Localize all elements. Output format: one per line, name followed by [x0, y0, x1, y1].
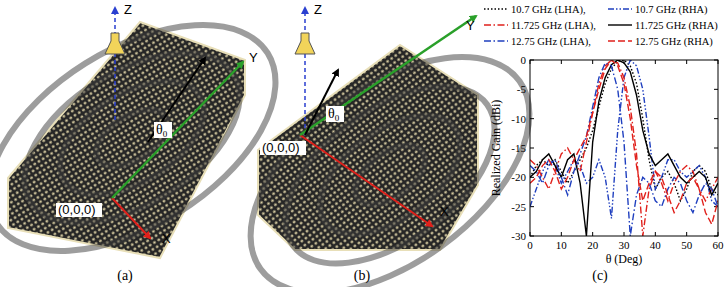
series-line: [530, 60, 718, 236]
phase-ring: [299, 92, 480, 257]
angle-label: θ0: [328, 106, 340, 123]
x-tick-top: [655, 60, 656, 64]
x-tick-label: 50: [681, 239, 693, 251]
x-tick-top: [686, 60, 687, 64]
panel-label: (c): [592, 268, 608, 284]
legend-swatch: [484, 8, 508, 9]
x-label: X: [440, 204, 449, 219]
legend-swatch: [608, 40, 632, 41]
x-tick-label: 20: [587, 239, 599, 251]
angle-label-bg: [154, 122, 172, 138]
x-tick-top: [592, 60, 593, 64]
legend-swatch: [608, 8, 632, 9]
series-line: [530, 63, 718, 236]
x-tick: [592, 232, 593, 236]
y-label: Y: [249, 50, 258, 65]
y-tick-label: -10: [511, 113, 526, 125]
z-axis: [304, 8, 306, 135]
series-line: [530, 60, 718, 224]
x-tick-label: 30: [619, 239, 631, 251]
series-line: [530, 60, 718, 236]
plot-frame: [530, 60, 718, 236]
phase-ring: [254, 51, 526, 287]
y-tick: [530, 118, 534, 119]
angle-label: θ0: [156, 122, 168, 139]
x-tick-label: 10: [556, 239, 568, 251]
origin-label-bg: [260, 141, 306, 155]
phase-ring: [0, 18, 269, 257]
x-label: X: [162, 231, 171, 246]
beam-direction: [148, 58, 205, 142]
x-tick-label: 40: [650, 239, 662, 251]
x-tick-label: 0: [527, 239, 533, 251]
legend-swatch: [484, 24, 508, 25]
y-axis: [112, 62, 243, 198]
y-tick-right: [714, 118, 718, 119]
legend-label: 12.75 GHz (RHA): [635, 36, 713, 48]
y-tick-label: -15: [511, 142, 526, 154]
feed-horn: [295, 33, 315, 54]
panel-label: (b): [354, 268, 371, 284]
reflectarray-diagram: X Y Z (0,0,0) θ0: [0, 0, 314, 287]
x-axis: [300, 135, 432, 226]
z-axis: [114, 8, 116, 120]
angle-label-bg: [326, 106, 344, 122]
legend-label: 10.7 GHz (RHA): [635, 4, 708, 16]
y-tick: [530, 89, 534, 90]
y-tick-right: [714, 148, 718, 149]
chart: 0 10 20 30 40 50 60 -30 -25 -20 -15 -10 -5 0 θ (Deg) Re…: [484, 4, 724, 266]
phase-ring: [0, 0, 314, 287]
beam-direction: [305, 70, 338, 135]
x-tick: [624, 232, 625, 236]
legend-label: 11.725 GHz (RHA): [635, 20, 718, 32]
x-tick: [561, 232, 562, 236]
phase-ring: [41, 58, 223, 217]
feed-horn: [105, 33, 125, 54]
series-group: [530, 60, 718, 236]
y-tick: [530, 148, 534, 149]
origin-label: (0,0,0): [262, 140, 300, 155]
panel-label: (a): [117, 268, 133, 284]
x-tick-top: [561, 60, 562, 64]
y-tick-label: -5: [517, 83, 527, 95]
origin-label-bg: [56, 203, 102, 217]
y-axis: [300, 16, 476, 135]
y-tick-label: 0: [521, 54, 527, 66]
y-tick-label: -30: [511, 230, 526, 242]
y-tick-label: -20: [511, 171, 526, 183]
y-axis-title: Realized Gain (dBi): [489, 100, 503, 197]
x-tick: [655, 232, 656, 236]
y-tick-label: -25: [511, 201, 526, 213]
legend: 10.7 GHz (LHA), 10.7 GHz (RHA) 11.725 GHz …: [484, 4, 718, 48]
legend-label: 10.7 GHz (LHA),: [511, 4, 586, 16]
angle-subscript: 0: [335, 113, 340, 123]
angle-subscript: 0: [163, 129, 168, 139]
series-line: [530, 60, 718, 218]
x-axis-title: θ (Deg): [606, 252, 643, 266]
z-label: Z: [124, 2, 132, 17]
x-tick: [686, 232, 687, 236]
z-label: Z: [314, 2, 322, 17]
legend-label: 12.75 GHz (LHA),: [511, 36, 591, 48]
legend-label: 11.725 GHz (LHA),: [511, 20, 596, 32]
origin-label: (0,0,0): [58, 202, 96, 217]
y-label: Y: [466, 18, 475, 33]
phase-ring: [209, 10, 571, 287]
y-tick-right: [714, 89, 718, 90]
legend-swatch: [608, 24, 632, 25]
legend-swatch: [484, 40, 508, 41]
x-tick-label: 60: [713, 239, 725, 251]
figure: X Y Z (0,0,0) θ0 (a) X Y Z (0,0,0) θ0 (b) 0 10 20 30 40 5…: [0, 0, 726, 287]
x-axis: [112, 198, 150, 238]
